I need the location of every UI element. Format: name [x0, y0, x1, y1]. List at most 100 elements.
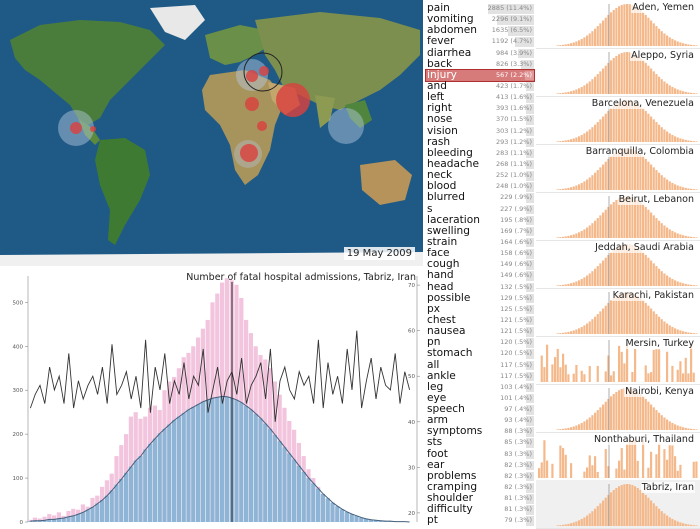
city-bar: [613, 250, 615, 286]
main-timeseries-chart[interactable]: Number of fatal hospital admissions, Tab…: [0, 268, 424, 528]
city-panel[interactable]: Mersin, Turkey: [536, 336, 700, 385]
city-bar: [666, 84, 668, 94]
term-count: 117 (.5%): [500, 360, 532, 371]
city-bar: [562, 45, 564, 46]
city-panel[interactable]: Aden, Yemen: [536, 0, 700, 49]
city-bar: [629, 484, 631, 526]
city-bar: [661, 271, 663, 286]
city-bar: [551, 364, 553, 382]
city-bar: [661, 223, 663, 238]
city-bar: [565, 365, 567, 382]
city-bar: [602, 69, 604, 94]
city-bar: [581, 231, 583, 238]
term-count: 81 (.3%): [504, 504, 532, 515]
city-bar: [559, 333, 561, 334]
main-chart-canvas[interactable]: Number of fatal hospital admissions, Tab…: [0, 268, 424, 528]
city-name: Jeddah, Saudi Arabia: [594, 242, 695, 253]
city-bar: [599, 263, 601, 286]
city-bar: [583, 374, 585, 382]
city-bar: [605, 306, 607, 334]
city-bar: [650, 21, 652, 46]
left-tick-label: 100: [13, 476, 24, 482]
blue-bar: [292, 460, 296, 522]
city-bar: [639, 394, 641, 430]
world-map[interactable]: 19 May 2009: [0, 0, 423, 266]
city-bar: [581, 279, 583, 286]
blue-bar: [90, 507, 94, 522]
blue-bar: [302, 472, 306, 522]
left-tick-label: 400: [13, 344, 24, 350]
city-panel[interactable]: Tabriz, Iran: [536, 480, 700, 529]
world-map-canvas[interactable]: [0, 0, 423, 266]
city-bar: [573, 330, 575, 334]
city-panel[interactable]: Aleppo, Syria: [536, 48, 700, 97]
city-panel[interactable]: Nonthaburi, Thailand: [536, 432, 700, 481]
term-count: 164 (.6%): [500, 237, 532, 248]
city-bar: [677, 521, 679, 526]
city-bar: [615, 8, 617, 46]
city-bar: [602, 21, 604, 46]
city-bar: [690, 189, 692, 190]
city-panel[interactable]: Karachi, Pakistan: [536, 288, 700, 337]
city-bar: [661, 415, 663, 430]
city-bar: [567, 524, 569, 526]
city-bar: [610, 156, 612, 190]
city-panel[interactable]: Nairobi, Kenya: [536, 384, 700, 433]
city-bar: [615, 469, 617, 478]
city-panel[interactable]: Jeddah, Saudi Arabia: [536, 240, 700, 289]
city-bar: [567, 236, 569, 238]
city-bar: [693, 373, 695, 382]
blue-bar: [239, 403, 243, 522]
city-bar: [695, 189, 697, 190]
term-count: 229 (.9%): [500, 192, 532, 203]
term-label: nose: [427, 114, 452, 125]
city-bar: [677, 89, 679, 94]
city-bar: [594, 413, 596, 430]
city-bar: [583, 277, 585, 286]
city-bar: [565, 140, 567, 142]
city-bar: [578, 280, 580, 286]
city-bar: [618, 390, 620, 430]
blue-bar: [100, 500, 104, 522]
city-bar: [623, 4, 625, 46]
city-bar: [557, 237, 559, 238]
city-bar: [634, 349, 636, 382]
city-panel[interactable]: Barranquilla, Colombia: [536, 144, 700, 193]
city-bar: [679, 361, 681, 382]
city-bar: [687, 92, 689, 94]
city-bar: [637, 392, 639, 430]
city-bar: [658, 349, 660, 382]
city-bar: [642, 252, 644, 286]
city-bar: [642, 492, 644, 526]
city-bar: [591, 271, 593, 286]
city-name: Aden, Yemen: [631, 2, 695, 13]
city-bar: [669, 85, 671, 94]
city-bar: [559, 446, 561, 478]
city-bar: [671, 445, 673, 478]
city-bar: [647, 114, 649, 142]
bubble-jeddah: [245, 97, 259, 111]
city-bar: [669, 37, 671, 46]
city-bar: [653, 23, 655, 46]
city-panel[interactable]: Beirut, Lebanon: [536, 192, 700, 241]
city-bar: [647, 18, 649, 46]
city-bar: [658, 509, 660, 526]
city-bar: [565, 284, 567, 286]
city-panel[interactable]: Barcelona, Venezuela: [536, 96, 700, 145]
blue-bar: [321, 494, 325, 522]
city-name: Nairobi, Kenya: [624, 386, 695, 397]
